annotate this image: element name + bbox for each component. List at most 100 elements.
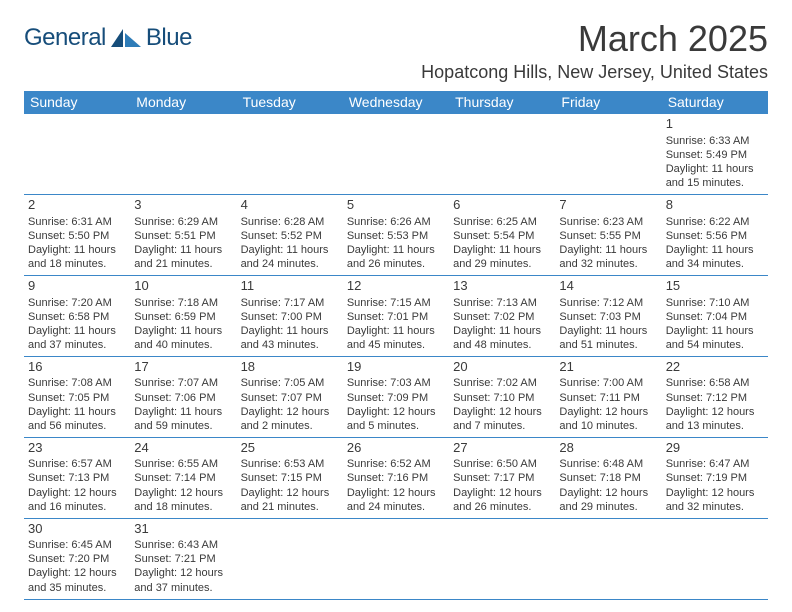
day-detail: and 32 minutes. — [666, 500, 764, 514]
day-detail: Sunrise: 6:26 AM — [347, 215, 445, 229]
day-number: 8 — [666, 197, 764, 214]
weekday-cell: Thursday — [449, 91, 555, 114]
day-number: 22 — [666, 359, 764, 376]
day-detail: Daylight: 12 hours — [666, 486, 764, 500]
day-detail: Daylight: 12 hours — [134, 486, 232, 500]
day-cell — [237, 114, 343, 194]
day-number: 14 — [559, 278, 657, 295]
day-detail: and 32 minutes. — [559, 257, 657, 271]
day-number: 15 — [666, 278, 764, 295]
day-detail: Daylight: 11 hours — [28, 324, 126, 338]
weeks-container: 1Sunrise: 6:33 AMSunset: 5:49 PMDaylight… — [24, 114, 768, 600]
calendar: SundayMondayTuesdayWednesdayThursdayFrid… — [24, 91, 768, 600]
day-cell: 3Sunrise: 6:29 AMSunset: 5:51 PMDaylight… — [130, 195, 236, 275]
day-detail: Sunset: 5:55 PM — [559, 229, 657, 243]
day-detail: Daylight: 11 hours — [666, 162, 764, 176]
day-detail: and 24 minutes. — [241, 257, 339, 271]
day-cell — [343, 519, 449, 599]
day-cell: 9Sunrise: 7:20 AMSunset: 6:58 PMDaylight… — [24, 276, 130, 356]
day-detail: and 37 minutes. — [28, 338, 126, 352]
logo-text-general: General — [24, 24, 106, 52]
day-detail: Sunrise: 6:53 AM — [241, 457, 339, 471]
day-cell — [662, 519, 768, 599]
day-cell — [237, 519, 343, 599]
week-row: 16Sunrise: 7:08 AMSunset: 7:05 PMDayligh… — [24, 357, 768, 438]
location: Hopatcong Hills, New Jersey, United Stat… — [421, 62, 768, 83]
day-number: 26 — [347, 440, 445, 457]
day-detail: Sunrise: 6:57 AM — [28, 457, 126, 471]
day-detail: Sunset: 7:13 PM — [28, 471, 126, 485]
day-detail: Sunrise: 7:02 AM — [453, 376, 551, 390]
day-detail: and 16 minutes. — [28, 500, 126, 514]
day-cell: 31Sunrise: 6:43 AMSunset: 7:21 PMDayligh… — [130, 519, 236, 599]
day-detail: and 29 minutes. — [559, 500, 657, 514]
day-detail: and 54 minutes. — [666, 338, 764, 352]
day-detail: Daylight: 12 hours — [347, 486, 445, 500]
day-detail: Daylight: 11 hours — [347, 324, 445, 338]
day-cell: 8Sunrise: 6:22 AMSunset: 5:56 PMDaylight… — [662, 195, 768, 275]
day-cell: 10Sunrise: 7:18 AMSunset: 6:59 PMDayligh… — [130, 276, 236, 356]
day-detail: and 24 minutes. — [347, 500, 445, 514]
day-cell — [130, 114, 236, 194]
weekday-cell: Sunday — [24, 91, 130, 114]
day-detail: Daylight: 11 hours — [241, 243, 339, 257]
week-row: 30Sunrise: 6:45 AMSunset: 7:20 PMDayligh… — [24, 519, 768, 600]
day-cell: 12Sunrise: 7:15 AMSunset: 7:01 PMDayligh… — [343, 276, 449, 356]
day-number: 11 — [241, 278, 339, 295]
day-detail: Sunset: 5:54 PM — [453, 229, 551, 243]
day-detail: Daylight: 11 hours — [28, 243, 126, 257]
day-cell: 5Sunrise: 6:26 AMSunset: 5:53 PMDaylight… — [343, 195, 449, 275]
day-number: 19 — [347, 359, 445, 376]
day-detail: Daylight: 12 hours — [28, 566, 126, 580]
day-detail: Sunrise: 7:08 AM — [28, 376, 126, 390]
day-cell — [343, 114, 449, 194]
day-number: 9 — [28, 278, 126, 295]
day-cell: 4Sunrise: 6:28 AMSunset: 5:52 PMDaylight… — [237, 195, 343, 275]
day-detail: Sunset: 7:11 PM — [559, 391, 657, 405]
day-detail: Daylight: 11 hours — [666, 243, 764, 257]
sail-icon — [109, 27, 143, 49]
day-detail: Sunset: 5:53 PM — [347, 229, 445, 243]
header: General Blue March 2025 Hopatcong Hills,… — [24, 18, 768, 83]
day-detail: Daylight: 11 hours — [134, 324, 232, 338]
day-number: 31 — [134, 521, 232, 538]
day-detail: and 37 minutes. — [134, 581, 232, 595]
day-number: 18 — [241, 359, 339, 376]
day-detail: Sunrise: 6:31 AM — [28, 215, 126, 229]
day-number: 29 — [666, 440, 764, 457]
day-cell: 28Sunrise: 6:48 AMSunset: 7:18 PMDayligh… — [555, 438, 661, 518]
day-detail: and 15 minutes. — [666, 176, 764, 190]
day-detail: and 21 minutes. — [241, 500, 339, 514]
day-detail: and 7 minutes. — [453, 419, 551, 433]
day-detail: and 34 minutes. — [666, 257, 764, 271]
day-detail: Sunset: 7:07 PM — [241, 391, 339, 405]
day-detail: Sunrise: 6:55 AM — [134, 457, 232, 471]
day-cell: 11Sunrise: 7:17 AMSunset: 7:00 PMDayligh… — [237, 276, 343, 356]
day-number: 20 — [453, 359, 551, 376]
day-cell: 26Sunrise: 6:52 AMSunset: 7:16 PMDayligh… — [343, 438, 449, 518]
day-number: 5 — [347, 197, 445, 214]
day-detail: and 26 minutes. — [453, 500, 551, 514]
day-cell: 6Sunrise: 6:25 AMSunset: 5:54 PMDaylight… — [449, 195, 555, 275]
day-detail: Sunset: 7:15 PM — [241, 471, 339, 485]
day-detail: Daylight: 11 hours — [453, 324, 551, 338]
day-detail: Daylight: 11 hours — [666, 324, 764, 338]
weekday-cell: Tuesday — [237, 91, 343, 114]
day-detail: Daylight: 12 hours — [453, 405, 551, 419]
day-number: 10 — [134, 278, 232, 295]
day-detail: and 18 minutes. — [134, 500, 232, 514]
day-detail: and 56 minutes. — [28, 419, 126, 433]
logo: General Blue — [24, 24, 192, 52]
day-detail: Daylight: 12 hours — [28, 486, 126, 500]
day-detail: Daylight: 12 hours — [241, 405, 339, 419]
day-detail: and 26 minutes. — [347, 257, 445, 271]
day-detail: Sunset: 5:49 PM — [666, 148, 764, 162]
day-detail: Sunset: 6:59 PM — [134, 310, 232, 324]
day-cell: 22Sunrise: 6:58 AMSunset: 7:12 PMDayligh… — [662, 357, 768, 437]
weekday-row: SundayMondayTuesdayWednesdayThursdayFrid… — [24, 91, 768, 114]
day-detail: and 13 minutes. — [666, 419, 764, 433]
day-detail: and 40 minutes. — [134, 338, 232, 352]
day-cell: 18Sunrise: 7:05 AMSunset: 7:07 PMDayligh… — [237, 357, 343, 437]
day-detail: Sunset: 7:02 PM — [453, 310, 551, 324]
day-detail: Sunrise: 7:03 AM — [347, 376, 445, 390]
